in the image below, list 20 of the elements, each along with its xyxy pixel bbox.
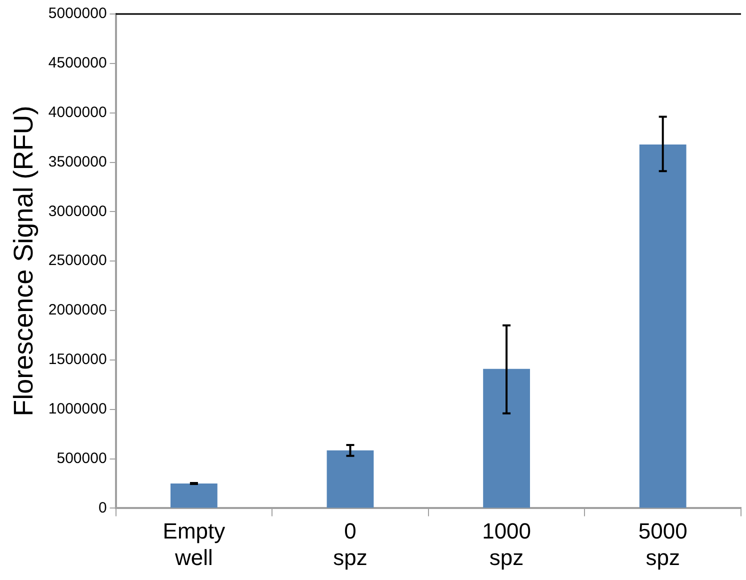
y-tick-label: 3500000 xyxy=(48,153,107,170)
y-tick-label: 1500000 xyxy=(48,351,107,368)
y-tick-label: 4000000 xyxy=(48,104,107,121)
y-tick-label: 3000000 xyxy=(48,202,107,220)
x-tick-label: 0 spz xyxy=(333,518,368,570)
bar xyxy=(483,368,530,508)
x-tick-label: Empty well xyxy=(162,518,226,570)
bar xyxy=(326,450,374,508)
bar xyxy=(170,483,218,508)
y-tick-label: 2500000 xyxy=(48,252,107,270)
y-tick-label: 1000000 xyxy=(48,400,107,418)
y-tick-label: 5000000 xyxy=(48,5,107,22)
y-tick-label: 2000000 xyxy=(48,302,107,319)
y-tick-label: 0 xyxy=(98,499,107,516)
y-axis-title: Florescence Signal (RFU) xyxy=(8,106,39,416)
y-tick-label: 500000 xyxy=(56,450,107,467)
y-tick-label: 4500000 xyxy=(48,54,107,72)
bar xyxy=(639,144,686,508)
x-tick-label: 1000 spz xyxy=(482,518,532,570)
x-tick-label: 5000 spz xyxy=(638,518,688,570)
